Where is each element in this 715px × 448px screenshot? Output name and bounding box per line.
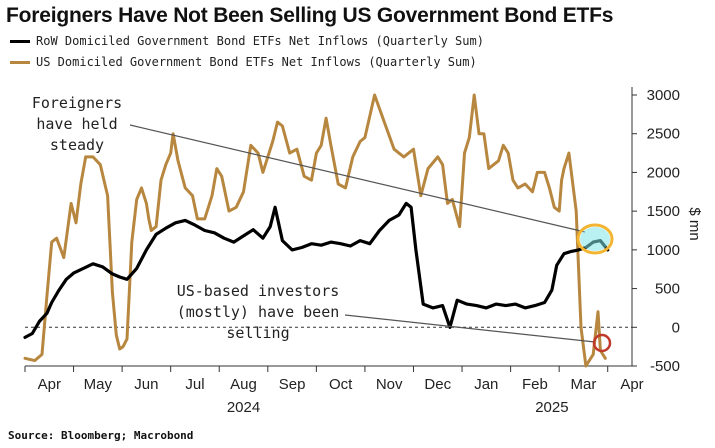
x-tick-label: Nov xyxy=(376,376,403,393)
y-tick-label: 1500 xyxy=(647,203,680,220)
x-tick-label: Feb xyxy=(522,376,548,393)
chart-ticks: -500 0 500 1000 1500 2000 2500 3000 $ mn Apr May Ju… xyxy=(24,87,703,416)
annotation-us-investors-line: US-based investors xyxy=(177,282,340,300)
x-tick-label: Apr xyxy=(620,376,643,393)
series-line-us xyxy=(23,93,607,368)
source-note: Source: Bloomberg; Macrobond xyxy=(8,429,194,442)
series-line-row xyxy=(23,201,610,339)
y-tick-label: 500 xyxy=(655,281,680,298)
x-tick-label: Oct xyxy=(329,376,353,393)
x-tick-label: Jul xyxy=(185,376,204,393)
y-tick-label: 2500 xyxy=(647,126,680,143)
x-tick-label: Jan xyxy=(474,376,498,393)
y-tick-label: -500 xyxy=(650,358,680,375)
x-tick-label: Sep xyxy=(279,376,306,393)
annotation-foreigners-line: Foreigners xyxy=(32,94,122,112)
y-tick-label: 3000 xyxy=(647,87,680,104)
x-tick-label: May xyxy=(84,376,113,393)
legend-swatch-us xyxy=(10,60,30,64)
annotation-us-investors-line: selling xyxy=(226,324,289,342)
annotation-us-investors-line: (mostly) have been xyxy=(177,303,340,321)
x-tick-label: Aug xyxy=(230,376,257,393)
chart-title: Foreigners Have Not Been Selling US Gove… xyxy=(6,4,614,27)
chart-series xyxy=(23,93,610,368)
x-year-label: 2025 xyxy=(535,399,568,416)
highlight-fill-row xyxy=(580,227,610,251)
x-year-label: 2024 xyxy=(227,399,260,416)
chart-annotations: Foreigners have held steady US-based invest… xyxy=(32,94,614,353)
x-tick-label: Dec xyxy=(424,376,451,393)
trend-line-us-investors xyxy=(344,314,596,343)
x-tick-label: Apr xyxy=(38,376,61,393)
legend-swatch-row xyxy=(10,39,30,43)
trend-line-foreigners xyxy=(129,124,586,233)
annotation-foreigners-line: have held xyxy=(36,115,117,133)
y-tick-label: 0 xyxy=(672,319,680,336)
annotation-foreigners-line: steady xyxy=(50,136,104,154)
legend-label-row: RoW Domiciled Government Bond ETFs Net I… xyxy=(36,34,484,48)
x-tick-label: Jun xyxy=(134,376,158,393)
legend-item-row: RoW Domiciled Government Bond ETFs Net I… xyxy=(10,34,484,48)
y-axis-label: $ mn xyxy=(686,207,703,240)
y-tick-label: 1000 xyxy=(647,242,680,259)
highlight-circle-us xyxy=(592,333,612,353)
legend-label-us: US Domiciled Government Bond ETFs Net In… xyxy=(36,55,477,69)
highlight-circle-row xyxy=(576,223,614,255)
legend-item-us: US Domiciled Government Bond ETFs Net In… xyxy=(10,55,477,69)
y-tick-label: 2000 xyxy=(647,164,680,181)
x-tick-label: Mar xyxy=(571,376,597,393)
